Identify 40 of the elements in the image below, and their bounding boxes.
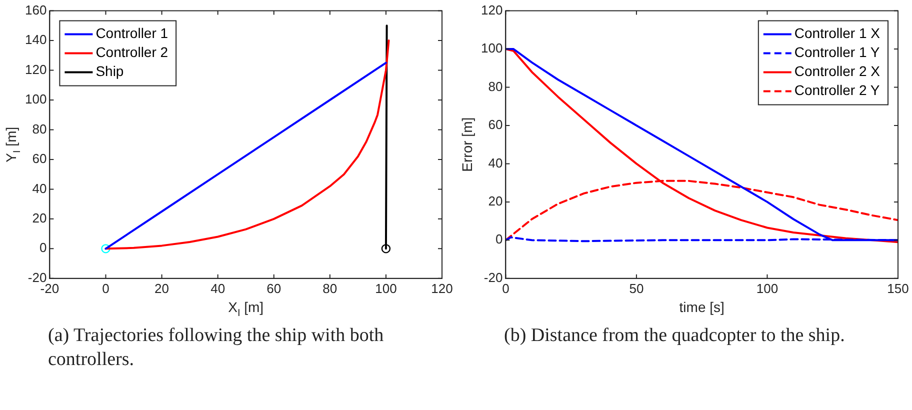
y-tick-label: 20 [488, 194, 503, 209]
y-tick-label: 40 [488, 155, 503, 170]
y-tick-label: 100 [480, 40, 503, 56]
text: (a) Trajectories following the ship with both controllers. [47, 324, 385, 372]
x-tick-label: 0 [102, 280, 110, 296]
x-tick-label: 120 [431, 280, 453, 296]
x-tick-label: 150 [887, 280, 909, 296]
legend-label: Controller 1 Y [794, 44, 880, 60]
y-tick-label: 100 [24, 92, 47, 107]
x-tick-label: 40 [210, 280, 226, 296]
legend-label: Controller 2 X [794, 63, 881, 80]
y-tick-label: 140 [24, 32, 47, 48]
y-tick-label: -20 [484, 270, 503, 285]
x-tick-label: 100 [756, 280, 778, 296]
x-tick-label: 20 [154, 280, 170, 296]
x-tick-label: 100 [375, 280, 397, 296]
y-tick-label: 80 [488, 78, 503, 94]
legend-label: Controller 1 [96, 25, 168, 42]
x-tick-label: 80 [322, 280, 338, 296]
legend-label: Controller 1 X [794, 25, 881, 42]
y-tick-label: 20 [32, 210, 47, 226]
x-tick-label: 50 [629, 280, 644, 296]
legend-label: Controller 2 Y [794, 82, 880, 98]
y-tick-label: 120 [480, 2, 503, 18]
text: (b) Distance from the quadcopter to the ship. [503, 324, 846, 348]
y-tick-label: 40 [32, 180, 47, 196]
y-tick-label: 160 [24, 2, 47, 18]
y-tick-label: 120 [24, 62, 47, 77]
x-tick-label: 60 [266, 280, 282, 296]
legend-label: Ship [96, 63, 124, 80]
y-tick-label: 0 [495, 232, 503, 247]
y-tick-label: 60 [32, 151, 47, 166]
y-tick-label: 0 [39, 240, 47, 256]
y-axis-title: YI [m] [2, 126, 23, 162]
legend-label: Controller 2 [96, 44, 168, 60]
y-tick-label: 80 [32, 121, 47, 136]
y-tick-label: 60 [488, 117, 503, 132]
y-tick-label: -20 [28, 270, 47, 285]
x-axis-title: time [s] [679, 298, 724, 315]
y-axis-title: Error [m] [458, 117, 475, 172]
